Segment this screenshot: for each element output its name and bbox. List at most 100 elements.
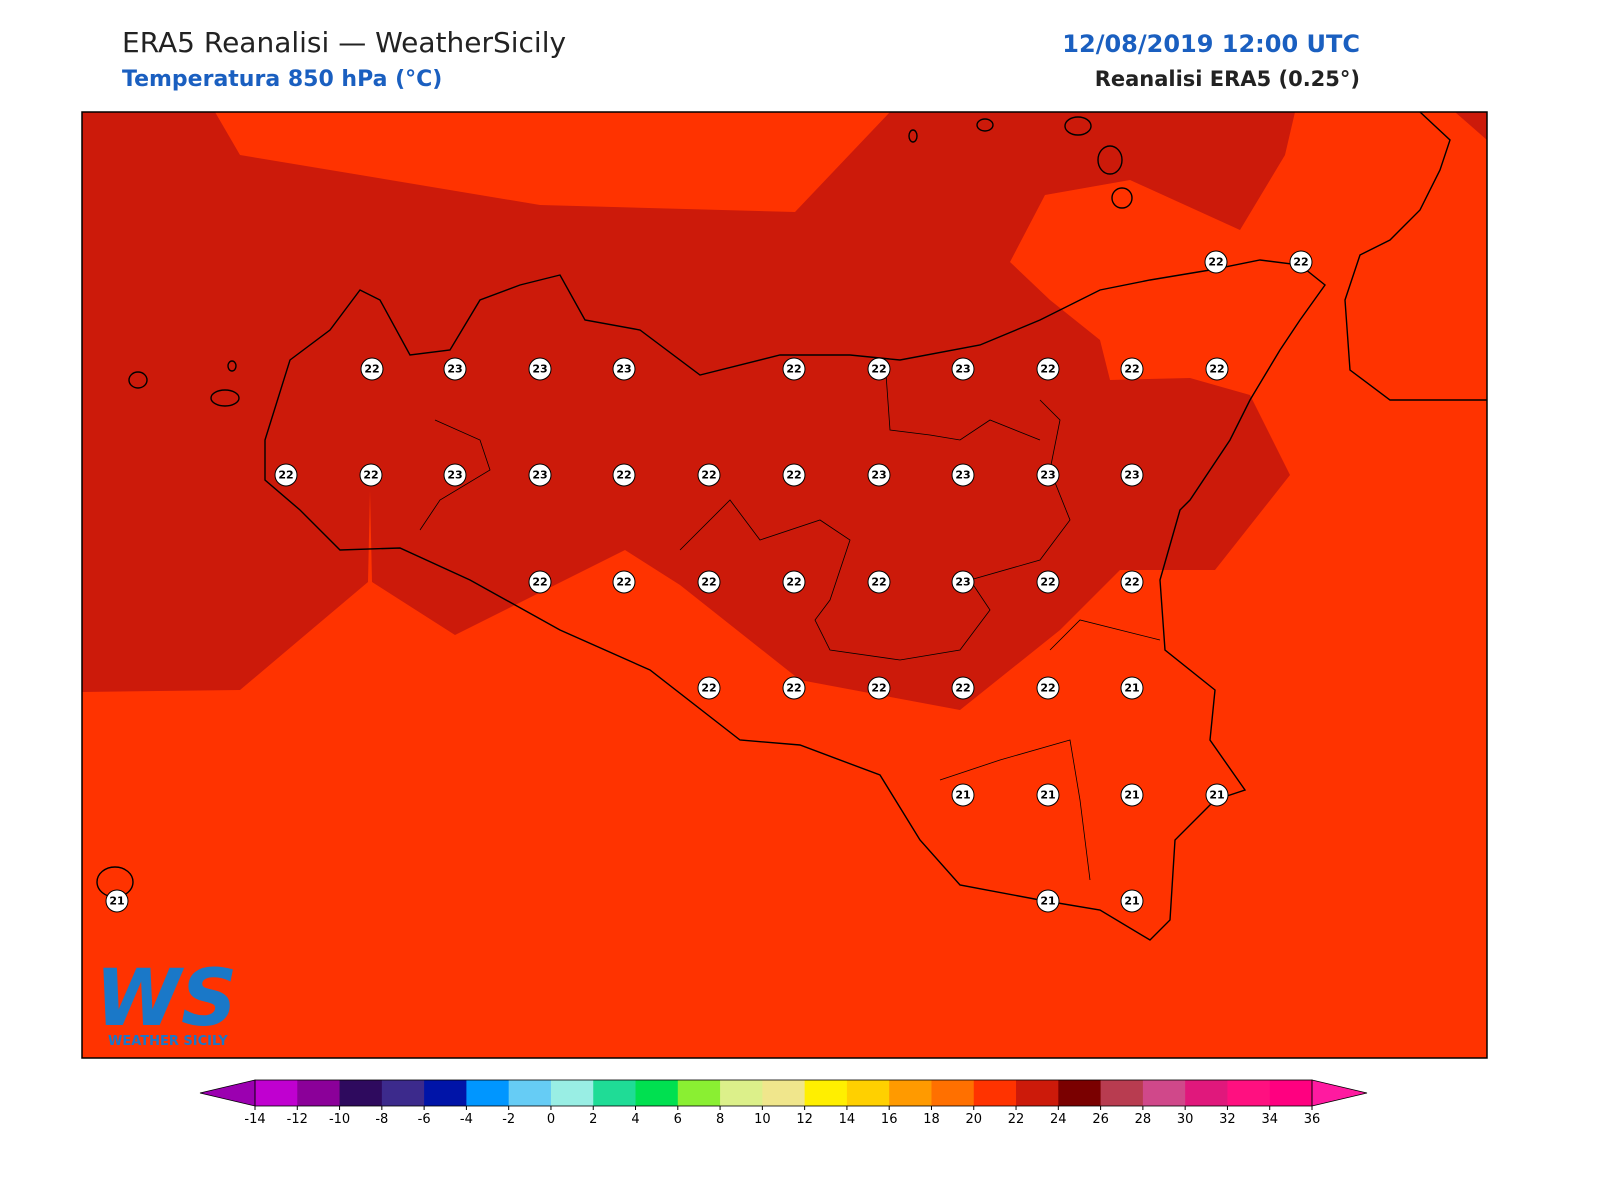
colorbar-tick-label: 4 [631,1112,639,1127]
station-value: 21 [1209,789,1224,802]
station-marker [1120,889,1144,913]
station: 22 [274,463,298,487]
station: 22 [867,357,891,381]
colorbar-tick-label: -14 [244,1112,265,1127]
station-marker [782,676,806,700]
station-value: 22 [786,469,801,482]
colorbar-bin [1185,1080,1228,1106]
colorbar-tick-label: 26 [1092,1112,1109,1127]
station-marker [443,463,467,487]
station: 22 [360,357,384,381]
station-value: 22 [701,469,716,482]
station-marker [360,357,384,381]
station-value: 22 [1124,576,1139,589]
colorbar-bin [424,1080,467,1106]
station-value: 23 [1124,469,1139,482]
station: 21 [105,889,129,913]
colorbar-bin [720,1080,763,1106]
logo: WS WEATHER SICILY [95,954,237,1049]
station-marker [1205,357,1229,381]
station: 23 [1120,463,1144,487]
colorbar-bin [1142,1080,1186,1106]
station-value: 21 [1124,682,1139,695]
station: 22 [359,463,383,487]
station-marker [1036,570,1060,594]
station: 22 [697,463,721,487]
colorbar-bin [1058,1080,1102,1106]
station: 22 [697,676,721,700]
colorbar-tick-label: 20 [965,1112,982,1127]
map-frame [81,111,1488,1059]
source: Reanalisi ERA5 (0.25°) [1095,67,1360,91]
contour-band-20-22 [82,112,1487,1058]
colorbar-tick-label: -8 [375,1112,388,1127]
station-marker [867,570,891,594]
station: 21 [1120,889,1144,913]
colorbar-tick-label: -10 [329,1112,350,1127]
colorbar-tick-label: 6 [674,1112,682,1127]
colorbar-bin [762,1080,806,1106]
station-value: 22 [1040,576,1055,589]
colorbar-tick-label: 18 [923,1112,940,1127]
station-marker [1036,463,1060,487]
colorbar-bin [846,1080,890,1106]
coastlines [96,111,1487,941]
station-value: 23 [616,363,631,376]
station-marker [105,889,129,913]
colorbar-tick-label: -6 [418,1112,431,1127]
station-value: 21 [1124,895,1139,908]
colorbar-bin [381,1080,425,1106]
station-marker [274,463,298,487]
station-value: 22 [1208,256,1223,269]
colorbar-tick-label: 28 [1135,1112,1152,1127]
station-value: 23 [532,363,547,376]
station: 22 [1036,570,1060,594]
station-value: 22 [871,682,886,695]
colorbar-tick-label: 14 [839,1112,856,1127]
station: 21 [1036,889,1060,913]
map-area: 22 22 22 23 23 23 22 22 23 22 22 22 22 22 23 23 22 22 22 23… [81,111,1488,1059]
station-marker [951,676,975,700]
station-value: 22 [786,682,801,695]
station-value: 22 [701,576,716,589]
colorbar-bin [593,1080,637,1106]
station-value: 22 [786,363,801,376]
station-value: 22 [1040,363,1055,376]
station: 21 [1120,783,1144,807]
colorbar-bin [255,1080,298,1106]
colorbar: -14 -12 -10 -8 -6 -4 -2 0 2 4 6 8 10 12 14 16 18 20 22 24 26… [199,1079,1368,1127]
station-marker [951,357,975,381]
station-marker [1120,463,1144,487]
colorbar-under [199,1079,256,1107]
colorbar-bin [973,1080,1017,1106]
station-marker [951,463,975,487]
station: 22 [951,676,975,700]
colorbar-tick-label: 24 [1050,1112,1067,1127]
title: ERA5 Reanalisi — WeatherSicily [122,26,566,59]
station: 22 [867,570,891,594]
station: 22 [782,676,806,700]
station: 23 [528,463,552,487]
station-value: 22 [786,576,801,589]
station-value: 22 [364,363,379,376]
station-marker [528,357,552,381]
station: 22 [1204,250,1228,274]
station: 22 [1205,357,1229,381]
station-value: 22 [955,682,970,695]
station-value: 22 [1040,682,1055,695]
station: 23 [612,357,636,381]
station: 21 [1036,783,1060,807]
station-value: 23 [955,363,970,376]
station-value: 22 [701,682,716,695]
station-value: 22 [278,469,293,482]
colorbar-bin [508,1080,552,1106]
colorbar-bin [339,1080,383,1106]
colorbar-bin [297,1080,341,1106]
station-value: 21 [1040,789,1055,802]
station-value: 22 [1293,256,1308,269]
station: 23 [951,463,975,487]
station-marker [359,463,383,487]
station-marker [782,463,806,487]
